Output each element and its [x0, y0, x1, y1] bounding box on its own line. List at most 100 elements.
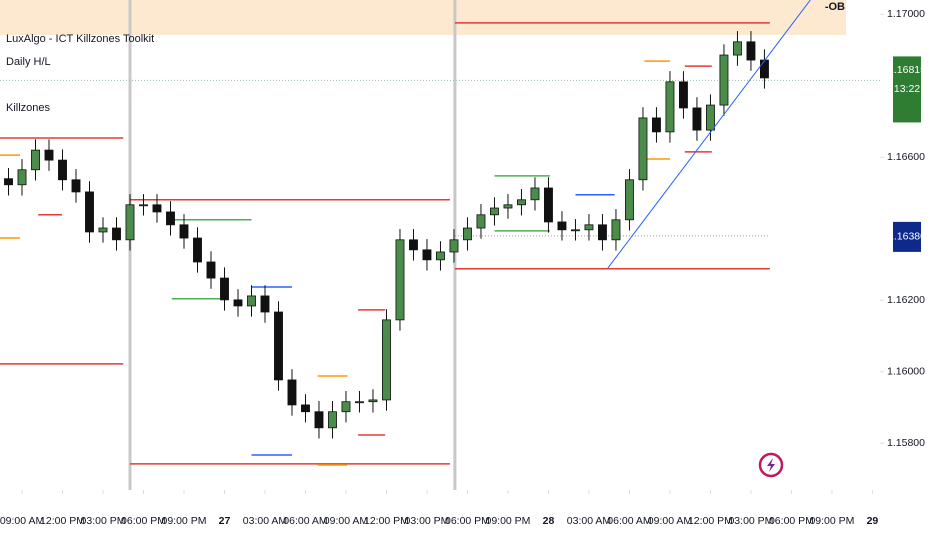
- x-tick-label: 03:00 AM: [567, 515, 611, 527]
- marker-price-label: 1.16380: [888, 231, 926, 243]
- x-tick-label: 06:00 PM: [769, 515, 814, 527]
- candle-body: [679, 81, 688, 109]
- candle-body: [355, 401, 364, 404]
- candle-body: [179, 224, 189, 239]
- legend-item: Killzones: [6, 102, 51, 114]
- candle-body: [503, 204, 513, 209]
- legend-item: LuxAlgo - ICT Killzones Toolkit: [6, 33, 154, 45]
- x-tick-label: 06:00 PM: [445, 515, 490, 527]
- candle-body: [517, 199, 526, 206]
- x-tick-label: 03:00 AM: [243, 515, 287, 527]
- y-tick-label: 1.16000: [887, 365, 925, 377]
- x-tick-label: 09:00 AM: [648, 515, 692, 527]
- candle-body: [382, 319, 391, 401]
- y-tick-label: 1.17000: [887, 8, 925, 20]
- marker-price-box: [893, 221, 921, 252]
- candle-body: [98, 227, 108, 233]
- candle-body: [422, 249, 432, 261]
- candle-body: [152, 204, 162, 213]
- last-price-label: 1.16815: [888, 64, 926, 76]
- candle-body: [71, 179, 81, 193]
- x-tick-label: 09:00 AM: [324, 515, 368, 527]
- candle-body: [4, 178, 13, 186]
- candle-body: [463, 227, 472, 241]
- candle-body: [260, 295, 270, 313]
- x-tick-label: 09:00 PM: [809, 515, 854, 527]
- x-tick-label: 03:00 PM: [728, 515, 773, 527]
- candle-body: [206, 261, 216, 279]
- candle-body: [571, 229, 580, 232]
- candle-body: [449, 239, 459, 253]
- candle-body: [112, 227, 121, 241]
- candle-body: [139, 204, 148, 207]
- candle-body: [368, 399, 378, 403]
- y-tick-label: 1.16200: [887, 294, 925, 306]
- candle-body: [436, 251, 445, 261]
- candle-body: [557, 221, 567, 231]
- candle-body: [301, 404, 310, 413]
- x-tick-label: 06:00 AM: [607, 515, 651, 527]
- last-price-box: [893, 56, 921, 123]
- candle-body: [341, 401, 351, 413]
- candle-body: [476, 214, 486, 229]
- candle-body: [625, 179, 634, 221]
- x-tick-label: 06:00 AM: [283, 515, 327, 527]
- candle-body: [314, 411, 324, 429]
- candle-body: [530, 187, 540, 201]
- candle-body: [706, 104, 715, 131]
- countdown-label: 13:22: [894, 83, 920, 95]
- x-tick-label: 27: [219, 515, 231, 527]
- y-tick-label: 1.15800: [887, 437, 925, 449]
- candle-body: [733, 41, 742, 56]
- candle-body: [584, 224, 594, 231]
- candle-body: [247, 295, 256, 307]
- candle-body: [544, 187, 553, 223]
- x-tick-label: 12:00 PM: [364, 515, 409, 527]
- x-tick-label: 09:00 PM: [485, 515, 530, 527]
- logo-icon: [758, 452, 784, 478]
- candle-body: [44, 149, 54, 161]
- candle-body: [638, 117, 648, 181]
- candle-body: [125, 204, 135, 241]
- x-tick-label: 28: [543, 515, 555, 527]
- candle-body: [719, 54, 729, 106]
- x-tick-label: 09:00 PM: [162, 515, 207, 527]
- candle-body: [692, 107, 702, 131]
- x-tick-label: 06:00 PM: [121, 515, 166, 527]
- candle-body: [746, 41, 756, 61]
- x-tick-label: 29: [867, 515, 879, 527]
- x-tick-label: 09:00 AM: [0, 515, 44, 527]
- corner-label: -OB: [825, 1, 845, 13]
- y-tick-label: 1.16600: [887, 151, 925, 163]
- x-tick-label: 03:00 PM: [81, 515, 126, 527]
- candle-body: [395, 239, 405, 321]
- session-band: [0, 0, 846, 35]
- candle-body: [220, 277, 229, 301]
- candle-body: [58, 159, 67, 181]
- legend-item: Daily H/L: [6, 56, 51, 68]
- candle-body: [287, 379, 297, 406]
- candle-body: [166, 211, 175, 226]
- x-tick-label: 12:00 PM: [40, 515, 85, 527]
- trendline: [607, 0, 811, 269]
- candle-body: [17, 169, 27, 186]
- candle-body: [274, 311, 283, 381]
- plot-underlay: [0, 0, 880, 490]
- candle-body: [31, 149, 40, 171]
- candle-body: [409, 239, 418, 251]
- candle-body: [490, 207, 499, 216]
- candle-body: [193, 237, 202, 263]
- candle-body: [652, 117, 661, 133]
- candle-body: [598, 224, 607, 241]
- candle-body: [665, 81, 675, 133]
- plot: [4, 0, 811, 439]
- candle-body: [85, 191, 94, 233]
- candle-body: [233, 299, 243, 307]
- candle-body: [328, 411, 337, 429]
- x-tick-label: 03:00 PM: [404, 515, 449, 527]
- x-tick-label: 12:00 PM: [688, 515, 733, 527]
- candle-body: [759, 59, 769, 79]
